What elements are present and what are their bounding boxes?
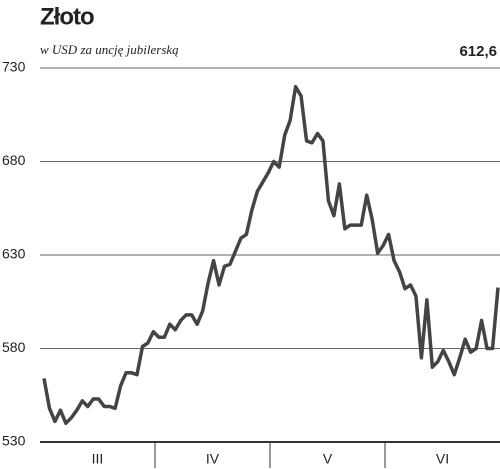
value-label: 612,6 [459,43,497,60]
chart-subtitle: w USD za uncję jubilerską [40,42,179,57]
chart-title: Złoto [40,3,94,30]
y-tick-label: 680 [2,152,26,168]
x-tick-label: III [92,451,104,467]
y-tick-label: 530 [2,433,26,449]
x-tick-label: VI [436,451,449,467]
x-tick-label: IV [206,451,220,467]
y-tick-label: 580 [2,339,26,355]
x-tick-label: V [323,451,333,467]
y-tick-label: 630 [2,246,26,262]
price-line [42,84,500,426]
y-tick-label: 730 [2,59,26,75]
